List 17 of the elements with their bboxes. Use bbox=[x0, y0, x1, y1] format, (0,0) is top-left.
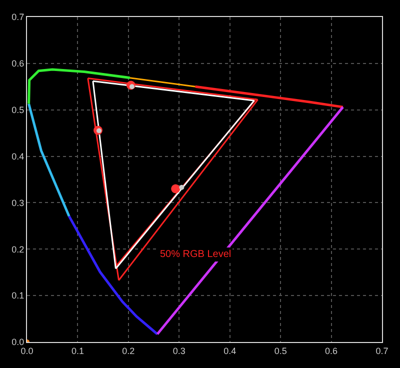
annotation: 50% RGB Level bbox=[160, 249, 232, 260]
x-tick-label: 0.6 bbox=[325, 346, 338, 356]
y-tick-label: 0.1 bbox=[12, 290, 24, 301]
y-tick-label: 0.2 bbox=[12, 244, 24, 254]
y-tick-label: 0.5 bbox=[12, 105, 24, 116]
x-tick-label: 0.0 bbox=[20, 346, 34, 356]
y-tick-label: 0.6 bbox=[12, 58, 24, 69]
x-tick-label: 0.7 bbox=[376, 346, 388, 356]
x-tick-label: 0.2 bbox=[122, 346, 135, 356]
x-tick-label: 0.4 bbox=[224, 346, 236, 356]
y-tick-label: 0.3 bbox=[12, 198, 24, 208]
x-tick-label: 0.3 bbox=[172, 346, 186, 356]
y-tick-label: 0.4 bbox=[12, 151, 24, 162]
y-tick-label: 0.7 bbox=[12, 12, 24, 22]
y-tick-label: 0.0 bbox=[12, 337, 24, 348]
x-tick-label: 0.5 bbox=[274, 346, 287, 356]
x-tick-label: 0.1 bbox=[71, 346, 84, 356]
